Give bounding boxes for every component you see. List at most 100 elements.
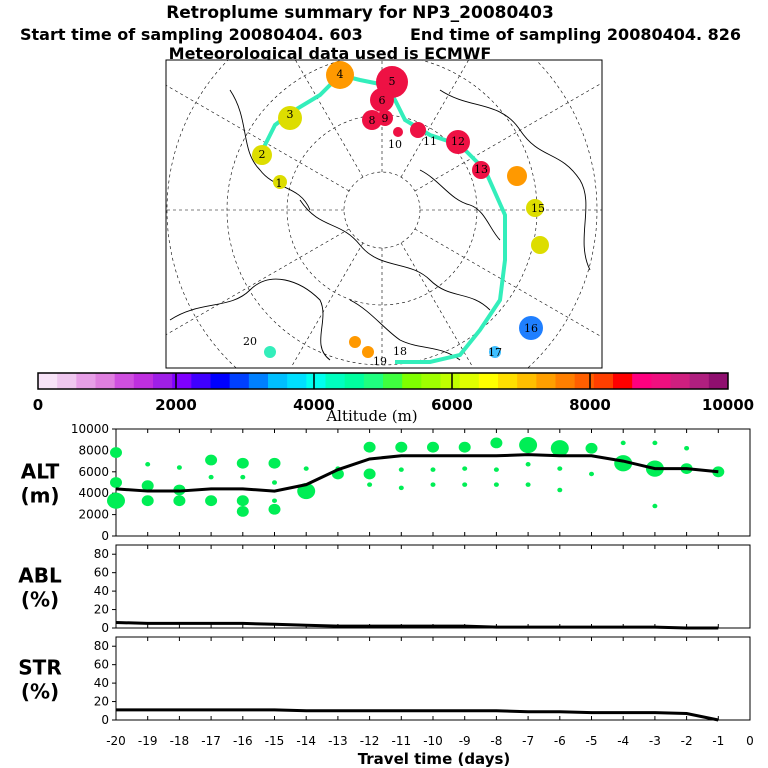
colorbar-cell bbox=[517, 373, 537, 389]
track-day-label: 20 bbox=[243, 335, 257, 348]
x-tick-label: -15 bbox=[265, 734, 285, 748]
plume-marker bbox=[519, 316, 543, 340]
colorbar-cells bbox=[38, 373, 729, 389]
colorbar-ticks: 0 2000 4000 6000 8000 10000 bbox=[33, 373, 754, 414]
altitude-point bbox=[272, 498, 277, 503]
plume-marker bbox=[446, 130, 470, 154]
colorbar-cell bbox=[363, 373, 384, 389]
plume-marker bbox=[489, 346, 501, 358]
series-line bbox=[115, 453, 719, 493]
colorbar-cell bbox=[689, 373, 710, 389]
x-tick-label: -9 bbox=[459, 734, 471, 748]
y-tick-label: 20 bbox=[94, 695, 109, 709]
x-tick-label: -20 bbox=[106, 734, 126, 748]
altitude-point bbox=[145, 462, 151, 467]
colorbar-cell bbox=[708, 373, 729, 389]
colorbar-cell bbox=[325, 373, 346, 389]
y-tick-label: 4000 bbox=[78, 486, 109, 500]
panel-unit-label: (%) bbox=[21, 680, 59, 704]
altitude-point bbox=[493, 467, 499, 472]
plume-marker bbox=[362, 110, 382, 130]
x-tick-label: -10 bbox=[423, 734, 443, 748]
track-day-label: 16 bbox=[524, 322, 538, 335]
panel-str: 0 20 40 60 80 STR(%) bbox=[18, 636, 751, 727]
track-day-label: 6 bbox=[379, 94, 386, 107]
altitude-point bbox=[430, 467, 436, 472]
plume-marker bbox=[326, 61, 354, 89]
altitude-point bbox=[557, 487, 563, 493]
x-tick-label: -18 bbox=[170, 734, 190, 748]
colorbar-cell bbox=[95, 373, 116, 389]
meridian-line bbox=[290, 242, 364, 368]
panel-label: ALT bbox=[21, 460, 60, 484]
altitude-point bbox=[107, 492, 125, 509]
altitude-point bbox=[458, 441, 471, 453]
altitude-point bbox=[430, 482, 436, 487]
altitude-point bbox=[240, 474, 246, 480]
altitude-point bbox=[395, 441, 408, 453]
altitude-point bbox=[490, 437, 503, 449]
track-day-label: 12 bbox=[451, 135, 465, 148]
y-tick-label: 60 bbox=[94, 566, 109, 580]
track-day-label: 17 bbox=[488, 346, 502, 359]
altitude-point bbox=[493, 482, 499, 487]
x-tick-label: -7 bbox=[522, 734, 534, 748]
altitude-point bbox=[236, 495, 249, 507]
coastline bbox=[299, 199, 491, 311]
plume-marker bbox=[362, 346, 374, 358]
meridian-line bbox=[295, 60, 364, 178]
colorbar-cell bbox=[402, 373, 422, 389]
colorbar-cell bbox=[421, 373, 441, 389]
altitude-point bbox=[205, 454, 218, 466]
track-day-label: 2 bbox=[259, 148, 266, 161]
track-day-label: 4 bbox=[337, 68, 344, 81]
panel-alt: 0 2000 4000 6000 8000 10000 ALT(m) bbox=[20, 422, 751, 543]
altitude-point bbox=[525, 482, 531, 487]
meridian-line bbox=[400, 60, 469, 178]
altitude-point bbox=[589, 471, 594, 477]
colorbar-tick-label: 0 bbox=[33, 396, 43, 414]
altitude-point bbox=[652, 503, 658, 509]
colorbar-tick-label: 4000 bbox=[293, 396, 335, 414]
altitude-point bbox=[110, 447, 122, 458]
colorbar-cell bbox=[306, 373, 326, 389]
colorbar-cell bbox=[478, 373, 499, 389]
colorbar-tick-label: 6000 bbox=[431, 396, 473, 414]
y-tick-label: 2000 bbox=[78, 508, 109, 522]
x-tick-label: 0 bbox=[746, 734, 754, 748]
colorbar-frame bbox=[37, 372, 729, 390]
altitude-point bbox=[141, 495, 154, 507]
colorbar-cell bbox=[38, 373, 58, 389]
x-tick-label: -5 bbox=[586, 734, 598, 748]
colorbar-cell bbox=[133, 373, 154, 389]
colorbar-cell bbox=[383, 373, 403, 389]
plume-marker bbox=[264, 346, 276, 358]
track-day-label: 19 bbox=[373, 355, 387, 368]
x-tick-label: -14 bbox=[296, 734, 316, 748]
panel-label: ABL bbox=[18, 564, 62, 588]
coastline bbox=[419, 169, 501, 241]
plume-marker bbox=[507, 166, 527, 186]
colorbar-cell bbox=[613, 373, 633, 389]
track-day-label: 5 bbox=[389, 75, 396, 88]
coastline bbox=[439, 89, 591, 271]
x-tick-label: -11 bbox=[391, 734, 411, 748]
track-day-label: 8 bbox=[369, 114, 376, 127]
plume-track bbox=[258, 72, 507, 364]
met-data-label: Meteorological data used is ECMWF bbox=[169, 44, 492, 63]
altitude-point bbox=[462, 466, 468, 471]
figure-title: Retroplume summary for NP3_20080403 bbox=[166, 3, 554, 23]
colorbar-cell bbox=[632, 373, 652, 389]
altitude-point bbox=[173, 495, 186, 507]
colorbar-cell bbox=[172, 373, 192, 389]
track-day-label: 3 bbox=[287, 108, 294, 121]
altitude-point bbox=[550, 440, 569, 457]
colorbar-cell bbox=[440, 373, 461, 389]
colorbar-cell bbox=[555, 373, 576, 389]
panel-abl: 0 20 40 60 80 ABL(%) bbox=[18, 544, 751, 635]
altitude-point bbox=[268, 503, 281, 515]
meridian-line bbox=[414, 82, 602, 192]
x-tick-label: -12 bbox=[360, 734, 380, 748]
colorbar-cell bbox=[344, 373, 365, 389]
colorbar-tick-label: 8000 bbox=[569, 396, 611, 414]
